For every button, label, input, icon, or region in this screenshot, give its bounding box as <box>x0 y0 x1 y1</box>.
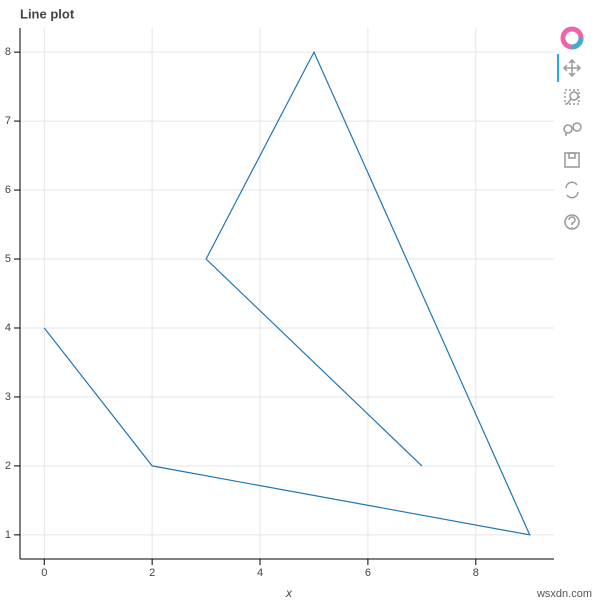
line <box>43 50 531 536</box>
y-tick-label: 2 <box>5 460 11 472</box>
x-tick-label: 2 <box>149 567 155 579</box>
x-tick-label: 6 <box>365 567 371 579</box>
plot: 0 2 4 6 8 1 2 3 4 5 6 7 8 <box>5 28 554 579</box>
y-tick-label: 5 <box>5 253 11 265</box>
bokeh-logo[interactable] <box>560 26 584 50</box>
box-zoom-tool[interactable] <box>564 89 580 105</box>
wheel-zoom-tool[interactable] <box>563 122 582 136</box>
pan-tool[interactable] <box>562 58 582 78</box>
y-tick-label: 6 <box>5 184 11 196</box>
help-tool[interactable] <box>564 214 580 230</box>
reset-tool[interactable] <box>565 181 579 199</box>
save-tool[interactable] <box>564 152 580 168</box>
y-tick-label: 3 <box>5 391 11 403</box>
y-tick-label: 4 <box>5 322 11 334</box>
chart-title: Line plot <box>20 6 75 21</box>
y-tick-label: 7 <box>5 115 11 127</box>
x-tick-label: 0 <box>41 567 47 579</box>
toolbar <box>557 26 584 230</box>
watermark: wsxdn.com <box>536 588 592 600</box>
y-tick-label: 8 <box>5 46 11 58</box>
x-tick-label: 8 <box>473 567 479 579</box>
x-tick-label: 4 <box>257 567 263 579</box>
x-axis-label: x <box>285 586 293 600</box>
y-tick-label: 1 <box>5 529 11 541</box>
